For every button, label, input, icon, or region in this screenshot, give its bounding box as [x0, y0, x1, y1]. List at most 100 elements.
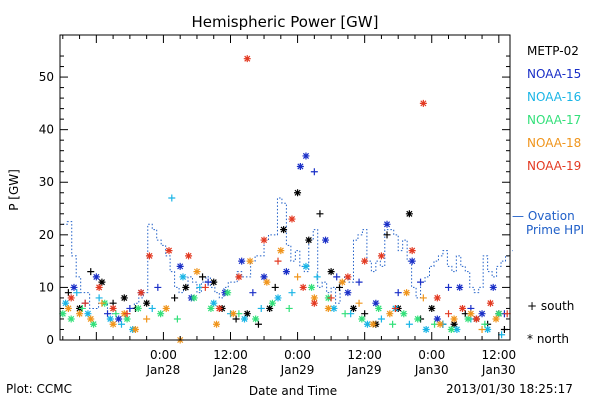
ovation-line	[62, 197, 513, 320]
point-noaa-18-north	[193, 268, 201, 276]
point-noaa-15-south	[445, 283, 453, 291]
point-noaa-18-north	[263, 278, 271, 286]
point-noaa-15-north	[92, 273, 100, 281]
point-noaa-19-north	[67, 294, 75, 302]
point-metp-02-north	[120, 294, 128, 302]
legend-noaa-17: NOAA-17	[527, 113, 582, 127]
point-noaa-16-north	[453, 325, 461, 333]
point-noaa-15-south	[310, 168, 318, 176]
point-noaa-19-north	[310, 299, 318, 307]
point-noaa-17-north	[308, 283, 316, 291]
point-noaa-17-north	[464, 315, 472, 323]
point-metp-02-north	[210, 278, 218, 286]
point-noaa-16-north	[210, 299, 218, 307]
point-noaa-17-south	[285, 304, 293, 312]
point-noaa-17-north	[358, 315, 366, 323]
point-noaa-18-north	[213, 320, 221, 328]
point-noaa-19-north	[433, 294, 441, 302]
point-noaa-18-north	[467, 310, 475, 318]
point-noaa-19-north	[243, 55, 251, 63]
point-metp-02-north	[405, 210, 413, 218]
point-noaa-19-north	[419, 99, 427, 107]
x-tick-date-label: Jan30	[414, 363, 449, 377]
legend-noaa-15: NOAA-15	[527, 67, 582, 81]
point-noaa-19-north	[260, 236, 268, 244]
point-noaa-17-north	[414, 315, 422, 323]
y-tick-label: 20	[39, 228, 54, 242]
point-noaa-16-north	[363, 320, 371, 328]
point-noaa-15-north	[115, 315, 123, 323]
x-tick-time-label: 12:00	[213, 348, 248, 362]
plot-timestamp: 2013/01/30 18:25:17	[446, 382, 573, 396]
point-metp-02-north	[294, 189, 302, 197]
point-noaa-18-north	[386, 310, 394, 318]
legend-noaa-18: NOAA-18	[527, 136, 582, 150]
point-noaa-15-north	[489, 283, 497, 291]
point-noaa-18-north	[324, 304, 332, 312]
point-metp-02-south	[383, 231, 391, 239]
point-noaa-16-north	[62, 299, 70, 307]
point-noaa-19-north	[165, 247, 173, 255]
x-tick-time-label: 0:00	[150, 348, 177, 362]
point-metp-02-north	[305, 236, 313, 244]
point-noaa-18-north	[492, 315, 500, 323]
point-metp-02-south	[254, 320, 262, 328]
point-noaa-17-north	[495, 310, 503, 318]
point-noaa-16-north	[84, 310, 92, 318]
south-symbol: +	[527, 299, 538, 313]
plot-credit: Plot: CCMC	[6, 382, 72, 396]
point-noaa-18-north	[109, 320, 117, 328]
point-noaa-19-north	[145, 252, 153, 260]
point-metp-02-south	[271, 283, 279, 291]
point-noaa-17-north	[207, 304, 215, 312]
point-noaa-18-north	[229, 310, 237, 318]
point-noaa-18-north	[338, 278, 346, 286]
legend-noaa-16: NOAA-16	[527, 90, 582, 104]
point-metp-02-south	[171, 294, 179, 302]
point-noaa-17-south	[481, 320, 489, 328]
point-noaa-16-south	[257, 304, 265, 312]
point-noaa-19-north	[377, 252, 385, 260]
point-noaa-15-north	[456, 283, 464, 291]
x-tick-date-label: Jan29	[347, 363, 382, 377]
point-noaa-17-north	[90, 320, 98, 328]
point-noaa-19-south	[327, 294, 335, 302]
point-noaa-18-north	[277, 247, 285, 255]
legend-noaa-19: NOAA-19	[527, 159, 582, 173]
point-noaa-15-north	[70, 283, 78, 291]
point-noaa-15-south	[126, 304, 134, 312]
plot-frame	[59, 34, 511, 341]
point-noaa-15-south	[333, 273, 341, 281]
x-tick-date-label: Jan28	[146, 363, 181, 377]
point-noaa-15-south	[104, 310, 112, 318]
x-tick-date-label: Jan29	[280, 363, 315, 377]
point-noaa-15-south	[249, 289, 257, 297]
point-metp-02-north	[428, 304, 436, 312]
x-tick-time-label: 0:00	[284, 348, 311, 362]
point-noaa-18-north	[369, 320, 377, 328]
point-noaa-19-north	[458, 304, 466, 312]
point-noaa-16-north	[274, 294, 282, 302]
point-noaa-15-north	[176, 262, 184, 270]
point-noaa-19-north	[472, 315, 480, 323]
point-noaa-15-south	[204, 278, 212, 286]
point-noaa-15-north	[478, 310, 486, 318]
point-noaa-16-south	[288, 289, 296, 297]
point-noaa-16-south	[148, 304, 156, 312]
ovation-legend-line1: — Ovation	[512, 209, 575, 223]
point-noaa-18-north	[246, 257, 254, 265]
point-noaa-15-north	[322, 236, 330, 244]
point-noaa-18-north	[87, 315, 95, 323]
ovation-legend: — Ovation Prime HPI	[512, 209, 584, 237]
point-noaa-18-north	[436, 320, 444, 328]
x-tick-date-label: Jan28	[213, 363, 248, 377]
point-noaa-19-north	[299, 283, 307, 291]
point-noaa-18-south	[294, 273, 302, 281]
point-noaa-19-south	[201, 283, 209, 291]
point-noaa-15-north	[433, 315, 441, 323]
point-noaa-15-north	[383, 220, 391, 228]
point-noaa-17-north	[375, 304, 383, 312]
point-noaa-16-north	[179, 273, 187, 281]
satellite-data-points	[59, 55, 511, 344]
point-noaa-17-north	[224, 289, 232, 297]
